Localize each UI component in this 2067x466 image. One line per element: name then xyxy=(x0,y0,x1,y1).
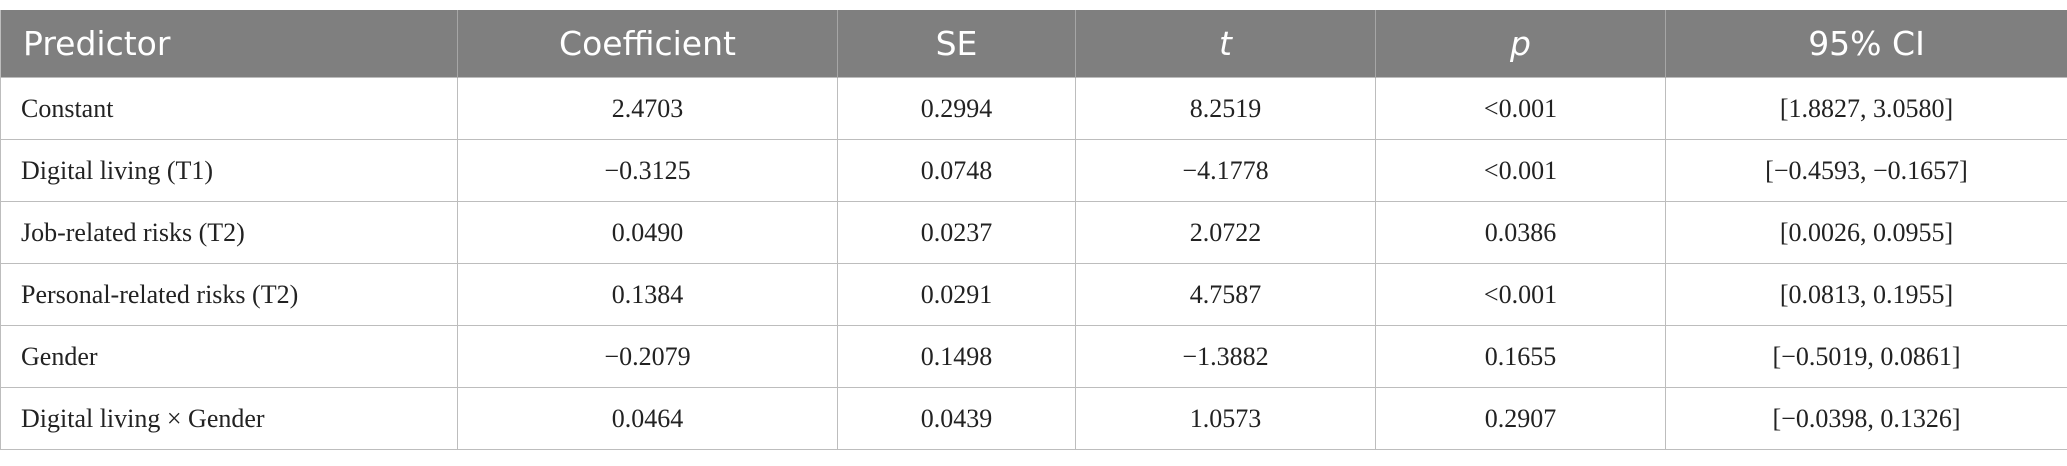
cell-predictor: Personal-related risks (T2) xyxy=(0,263,458,326)
header-row: Predictor Coefficient SE t p 95% CI xyxy=(0,10,2067,78)
cell-t: 2.0722 xyxy=(1075,201,1376,264)
table-row: Digital living × Gender 0.0464 0.0439 1.… xyxy=(0,387,2067,450)
cell-predictor: Digital living × Gender xyxy=(0,387,458,450)
cell-t: −4.1778 xyxy=(1075,139,1376,202)
header-predictor: Predictor xyxy=(0,10,458,78)
cell-se: 0.0439 xyxy=(837,387,1076,450)
cell-ci: [0.0026, 0.0955] xyxy=(1665,201,2067,264)
header-t: t xyxy=(1075,10,1376,78)
cell-p: 0.0386 xyxy=(1375,201,1666,264)
cell-p: <0.001 xyxy=(1375,263,1666,326)
header-se: SE xyxy=(837,10,1076,78)
table-row: Job-related risks (T2) 0.0490 0.0237 2.0… xyxy=(0,201,2067,264)
cell-ci: [−0.4593, −0.1657] xyxy=(1665,139,2067,202)
cell-coefficient: −0.3125 xyxy=(457,139,838,202)
cell-p: <0.001 xyxy=(1375,77,1666,140)
cell-se: 0.1498 xyxy=(837,325,1076,388)
cell-se: 0.0748 xyxy=(837,139,1076,202)
cell-ci: [1.8827, 3.0580] xyxy=(1665,77,2067,140)
cell-t: −1.3882 xyxy=(1075,325,1376,388)
table-row: Gender −0.2079 0.1498 −1.3882 0.1655 [−0… xyxy=(0,325,2067,388)
cell-se: 0.0237 xyxy=(837,201,1076,264)
cell-ci: [0.0813, 0.1955] xyxy=(1665,263,2067,326)
cell-predictor: Digital living (T1) xyxy=(0,139,458,202)
table-row: Personal-related risks (T2) 0.1384 0.029… xyxy=(0,263,2067,326)
table-body: Constant 2.4703 0.2994 8.2519 <0.001 [1.… xyxy=(0,77,2067,450)
header-ci: 95% CI xyxy=(1665,10,2067,78)
cell-p: <0.001 xyxy=(1375,139,1666,202)
cell-se: 0.2994 xyxy=(837,77,1076,140)
regression-table: Predictor Coefficient SE t p 95% CI Cons… xyxy=(0,10,2067,450)
cell-predictor: Gender xyxy=(0,325,458,388)
cell-se: 0.0291 xyxy=(837,263,1076,326)
cell-t: 1.0573 xyxy=(1075,387,1376,450)
table-row: Digital living (T1) −0.3125 0.0748 −4.17… xyxy=(0,139,2067,202)
header-p: p xyxy=(1375,10,1666,78)
table-row: Constant 2.4703 0.2994 8.2519 <0.001 [1.… xyxy=(0,77,2067,140)
cell-t: 8.2519 xyxy=(1075,77,1376,140)
table-header: Predictor Coefficient SE t p 95% CI xyxy=(0,10,2067,78)
cell-predictor: Job-related risks (T2) xyxy=(0,201,458,264)
cell-p: 0.1655 xyxy=(1375,325,1666,388)
cell-ci: [−0.5019, 0.0861] xyxy=(1665,325,2067,388)
cell-predictor: Constant xyxy=(0,77,458,140)
cell-ci: [−0.0398, 0.1326] xyxy=(1665,387,2067,450)
cell-coefficient: 0.1384 xyxy=(457,263,838,326)
cell-p: 0.2907 xyxy=(1375,387,1666,450)
cell-coefficient: 0.0490 xyxy=(457,201,838,264)
cell-coefficient: 2.4703 xyxy=(457,77,838,140)
cell-coefficient: 0.0464 xyxy=(457,387,838,450)
cell-t: 4.7587 xyxy=(1075,263,1376,326)
header-coefficient: Coefficient xyxy=(457,10,838,78)
cell-coefficient: −0.2079 xyxy=(457,325,838,388)
